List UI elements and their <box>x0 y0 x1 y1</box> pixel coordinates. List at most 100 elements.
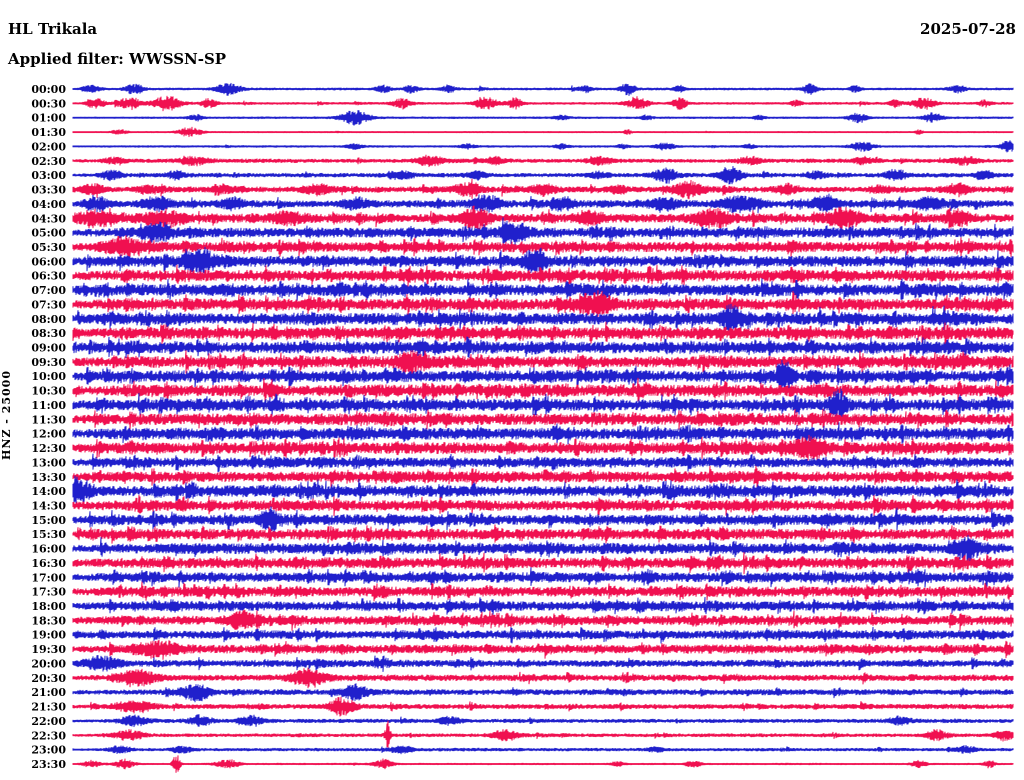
trace-row-1200 <box>72 422 1014 445</box>
row-time-label: 23:00 <box>31 744 66 757</box>
row-time-label: 14:00 <box>31 485 66 498</box>
trace-row-1330 <box>72 465 1014 490</box>
trace-row-0330 <box>72 178 1014 200</box>
row-time-label: 21:30 <box>31 701 66 714</box>
row-time-label: 16:00 <box>31 543 66 556</box>
trace-row-0630 <box>72 264 1014 288</box>
row-time-label: 04:00 <box>31 198 66 211</box>
row-time-label: 11:30 <box>31 413 66 426</box>
trace-row-2100 <box>72 683 1014 703</box>
row-time-label: 00:30 <box>31 97 66 110</box>
trace-row-1500 <box>72 506 1014 533</box>
trace-row-1530 <box>72 524 1014 544</box>
row-time-label: 14:30 <box>31 500 66 513</box>
row-time-label: 18:00 <box>31 600 66 613</box>
trace-row-1030 <box>72 377 1014 403</box>
trace-row-0730 <box>72 290 1014 318</box>
row-time-label: 06:30 <box>31 270 66 283</box>
row-time-label: 23:30 <box>31 758 66 771</box>
row-time-label: 22:00 <box>31 715 66 728</box>
trace-row-0700 <box>72 278 1014 303</box>
station-title: HL Trikala <box>8 20 98 38</box>
trace-row-0830 <box>72 321 1014 345</box>
row-time-label: 19:30 <box>31 643 66 656</box>
row-time-label: 03:00 <box>31 169 66 182</box>
trace-row-0500 <box>72 217 1014 246</box>
trace-row-1430 <box>72 494 1014 518</box>
trace-row-2030 <box>72 667 1014 689</box>
row-time-label: 12:00 <box>31 428 66 441</box>
trace-row-0030 <box>72 95 1014 112</box>
trace-row-0600 <box>72 246 1014 278</box>
row-time-label: 17:30 <box>31 586 66 599</box>
row-time-label: 20:30 <box>31 672 66 685</box>
trace-row-2300 <box>72 745 1014 755</box>
trace-row-0300 <box>72 166 1014 185</box>
trace-row-0930 <box>72 350 1014 375</box>
row-time-label: 07:00 <box>31 284 66 297</box>
row-time-label: 12:30 <box>31 442 66 455</box>
trace-row-1230 <box>72 434 1014 463</box>
trace-row-1630 <box>72 552 1014 575</box>
row-time-label: 01:30 <box>31 126 66 139</box>
trace-row-0800 <box>72 303 1014 336</box>
trace-row-0200 <box>72 140 1014 153</box>
trace-row-1300 <box>72 453 1014 473</box>
trace-row-1930 <box>72 639 1014 660</box>
row-time-label: 08:00 <box>31 313 66 326</box>
row-time-label: 04:30 <box>31 212 66 225</box>
trace-row-2230 <box>72 720 1014 748</box>
trace-row-0900 <box>72 336 1014 358</box>
row-time-label: 13:00 <box>31 456 66 469</box>
trace-row-1800 <box>72 596 1014 615</box>
trace-row-1000 <box>72 359 1014 393</box>
row-time-label: 08:30 <box>31 327 66 340</box>
applied-filter-label: Applied filter: WWSSN-SP <box>8 50 227 68</box>
row-time-label: 10:00 <box>31 370 66 383</box>
trace-row-1400 <box>72 475 1014 505</box>
trace-row-1730 <box>72 581 1014 602</box>
trace-row-2200 <box>72 714 1014 728</box>
date-label: 2025-07-28 <box>920 20 1016 38</box>
row-time-label: 15:00 <box>31 514 66 527</box>
row-time-label: 22:30 <box>31 729 66 742</box>
trace-row-1100 <box>72 388 1014 421</box>
trace-row-1830 <box>72 609 1014 632</box>
trace-row-2330 <box>72 755 1014 773</box>
trace-row-0130 <box>72 126 1014 138</box>
row-time-label: 19:00 <box>31 629 66 642</box>
row-time-label: 00:00 <box>31 83 66 96</box>
trace-row-0230 <box>72 154 1014 168</box>
trace-row-2130 <box>72 696 1014 717</box>
row-time-label: 09:00 <box>31 342 66 355</box>
row-time-label: 16:30 <box>31 557 66 570</box>
trace-row-0000 <box>72 82 1014 96</box>
trace-row-0530 <box>72 235 1014 258</box>
trace-row-1900 <box>72 626 1014 644</box>
row-time-label: 06:00 <box>31 255 66 268</box>
row-time-label: 09:30 <box>31 356 66 369</box>
row-time-label: 05:30 <box>31 241 66 254</box>
row-time-label: 11:00 <box>31 399 66 412</box>
row-time-label: 20:00 <box>31 658 66 671</box>
trace-row-0400 <box>72 193 1014 214</box>
row-time-label: 03:30 <box>31 184 66 197</box>
row-time-label: 05:00 <box>31 227 66 240</box>
row-time-label: 02:30 <box>31 155 66 168</box>
row-time-label: 07:30 <box>31 298 66 311</box>
trace-row-0100 <box>72 110 1014 126</box>
row-time-label: 18:30 <box>31 614 66 627</box>
row-time-label: 17:00 <box>31 571 66 584</box>
row-time-label: 02:00 <box>31 140 66 153</box>
row-time-label: 21:00 <box>31 686 66 699</box>
trace-row-1130 <box>72 408 1014 430</box>
trace-row-0430 <box>72 205 1014 231</box>
trace-row-1700 <box>72 567 1014 588</box>
row-time-label: 01:00 <box>31 112 66 125</box>
trace-row-2000 <box>72 655 1014 672</box>
trace-row-1600 <box>72 534 1014 566</box>
row-time-label: 10:30 <box>31 385 66 398</box>
row-time-label: 15:30 <box>31 528 66 541</box>
